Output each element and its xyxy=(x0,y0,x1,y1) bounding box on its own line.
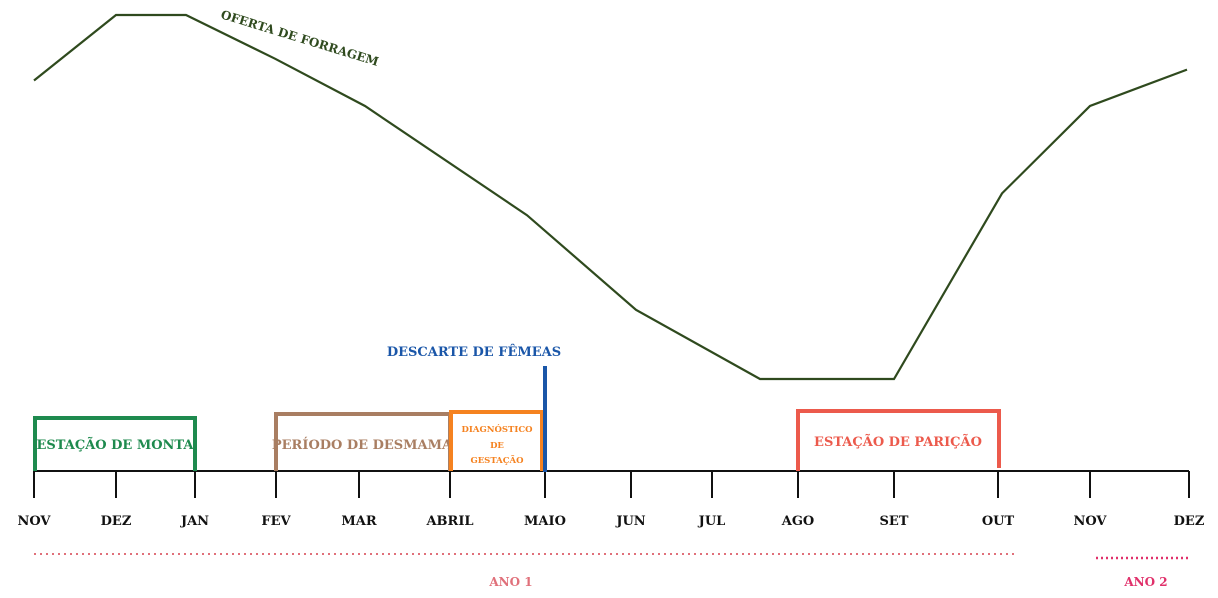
timeline-axis xyxy=(33,470,1190,498)
month-label-nov: NOV xyxy=(17,514,51,529)
month-label-mar: MAR xyxy=(341,514,376,529)
month-labels: NOV DEZ JAN FEV MAR ABRIL MAIO JUN JUL AGO SET OUT N… xyxy=(17,514,1204,529)
ano-2-label: ANO 2 xyxy=(1123,575,1167,589)
month-label-set: SET xyxy=(880,514,909,529)
month-label-fev: FEV xyxy=(261,514,291,529)
month-label-abril: ABRIL xyxy=(425,514,473,529)
estacao-de-monta-bracket xyxy=(33,416,197,471)
diagnostico-de-gestacao-bracket xyxy=(449,410,544,471)
estacao-de-paricao-label: ESTAÇÃO DE PARIÇÃO xyxy=(814,434,982,450)
forage-supply-curve xyxy=(33,13,1188,381)
estacao-de-monta-label: ESTAÇÃO DE MONTA xyxy=(37,437,195,453)
estacao-de-paricao-bracket xyxy=(796,409,1001,471)
month-label-dez: DEZ xyxy=(101,514,132,529)
ano-1-label: ANO 1 xyxy=(488,575,532,589)
diagnostico-label-line1: DIAGNÓSTICO xyxy=(462,423,534,435)
forage-curve-label: OFERTA DE FORRAGEM xyxy=(219,7,380,68)
month-label-jun: JUN xyxy=(615,514,645,529)
month-label-ago: AGO xyxy=(781,514,815,529)
diagnostico-label-line2: DE xyxy=(490,441,504,451)
diagnostico-label-line3: GESTAÇÃO xyxy=(470,454,524,466)
descarte-de-femeas-label: DESCARTE DE FÊMEAS xyxy=(387,344,561,360)
month-label-jul: JUL xyxy=(698,514,726,529)
month-label-maio: MAIO xyxy=(524,514,566,529)
month-label-out: OUT xyxy=(982,514,1015,529)
month-label-jan: JAN xyxy=(180,514,209,529)
month-label-nov: NOV xyxy=(1073,514,1107,529)
month-label-dez: DEZ xyxy=(1174,514,1205,529)
periodo-de-desmama-label: PERÍODO DE DESMAMA xyxy=(272,437,453,453)
